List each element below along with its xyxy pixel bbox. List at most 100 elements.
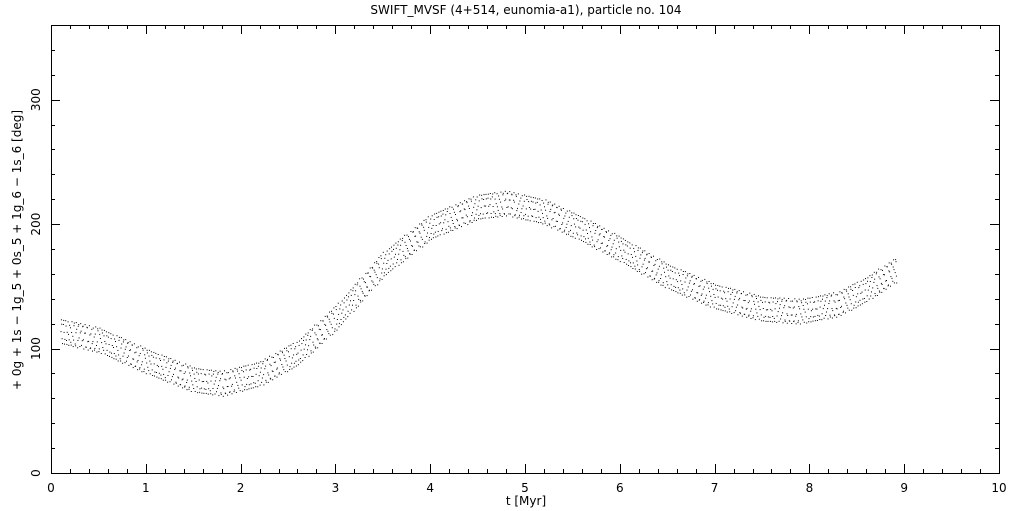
data-point: [807, 303, 808, 305]
data-point: [480, 218, 482, 220]
data-point: [319, 329, 321, 331]
data-point: [334, 330, 336, 332]
data-point: [817, 314, 819, 316]
data-point: [132, 358, 134, 360]
data-point: [284, 347, 285, 349]
data-point: [181, 379, 183, 381]
data-point: [352, 304, 353, 306]
data-point: [145, 373, 147, 375]
data-point: [355, 290, 357, 292]
data-point: [182, 387, 184, 389]
data-point: [570, 229, 571, 231]
data-point: [741, 315, 743, 317]
data-point: [71, 332, 73, 333]
data-point: [611, 233, 613, 235]
data-point: [847, 307, 849, 309]
data-point: [703, 300, 705, 302]
data-point: [92, 341, 94, 343]
data-point: [186, 382, 188, 383]
data-point: [727, 305, 729, 307]
data-point: [290, 344, 292, 346]
data-point: [149, 373, 151, 375]
data-point: [752, 315, 754, 317]
data-point: [602, 242, 603, 244]
data-point: [156, 372, 157, 373]
data-point: [754, 303, 755, 305]
data-point: [467, 224, 469, 226]
data-point: [383, 272, 385, 274]
data-point: [651, 279, 653, 281]
data-point: [802, 305, 804, 306]
data-point: [150, 363, 152, 365]
data-point: [587, 233, 588, 234]
data-point: [722, 298, 724, 300]
data-point: [805, 316, 807, 318]
data-point: [506, 215, 507, 217]
data-point: [662, 284, 664, 286]
data-point: [139, 353, 141, 354]
data-point: [551, 227, 553, 229]
data-point: [725, 298, 727, 300]
data-point: [746, 294, 748, 296]
data-point: [318, 328, 320, 330]
data-point: [96, 351, 98, 353]
data-point: [216, 391, 217, 393]
data-point: [357, 282, 359, 284]
data-point: [852, 294, 854, 296]
data-point: [659, 258, 661, 260]
data-point: [359, 285, 361, 287]
data-point: [212, 373, 214, 375]
data-point: [168, 358, 170, 360]
data-point: [163, 356, 165, 357]
data-point: [503, 213, 505, 214]
data-point: [277, 354, 279, 356]
data-point: [603, 227, 605, 229]
data-point: [779, 307, 780, 309]
data-point: [436, 216, 438, 218]
data-point: [758, 305, 760, 307]
data-point: [89, 334, 91, 336]
data-point: [693, 274, 695, 276]
data-point: [115, 341, 116, 342]
data-point: [688, 296, 690, 297]
data-point: [682, 274, 684, 275]
data-point: [158, 366, 159, 368]
data-point: [482, 213, 484, 215]
data-point: [385, 268, 387, 270]
data-point: [625, 244, 627, 246]
data-point: [172, 360, 174, 362]
data-point: [376, 261, 378, 263]
data-point: [799, 323, 801, 325]
data-point: [814, 301, 816, 303]
data-point: [758, 318, 760, 320]
data-point: [85, 346, 87, 348]
data-point: [493, 211, 495, 213]
data-point: [513, 199, 515, 201]
data-point: [393, 244, 395, 246]
data-point: [645, 268, 647, 270]
data-point: [81, 340, 83, 342]
data-point: [64, 343, 65, 345]
data-point: [432, 237, 434, 239]
data-point: [514, 214, 516, 216]
data-point: [786, 299, 788, 301]
data-point: [296, 341, 298, 343]
data-point: [73, 322, 75, 324]
data-point: [161, 354, 163, 356]
data-point: [180, 384, 182, 386]
data-point: [599, 225, 601, 227]
data-point: [136, 361, 138, 363]
data-point: [801, 302, 803, 304]
data-point: [717, 296, 719, 298]
data-point: [130, 364, 132, 365]
data-point: [184, 386, 186, 388]
data-point: [636, 270, 638, 272]
data-point: [440, 215, 442, 217]
data-point: [618, 246, 620, 248]
data-point: [158, 372, 160, 374]
data-point: [885, 288, 887, 290]
data-point: [875, 273, 877, 275]
data-point: [430, 233, 432, 234]
data-point: [483, 205, 485, 207]
data-point: [585, 238, 586, 240]
